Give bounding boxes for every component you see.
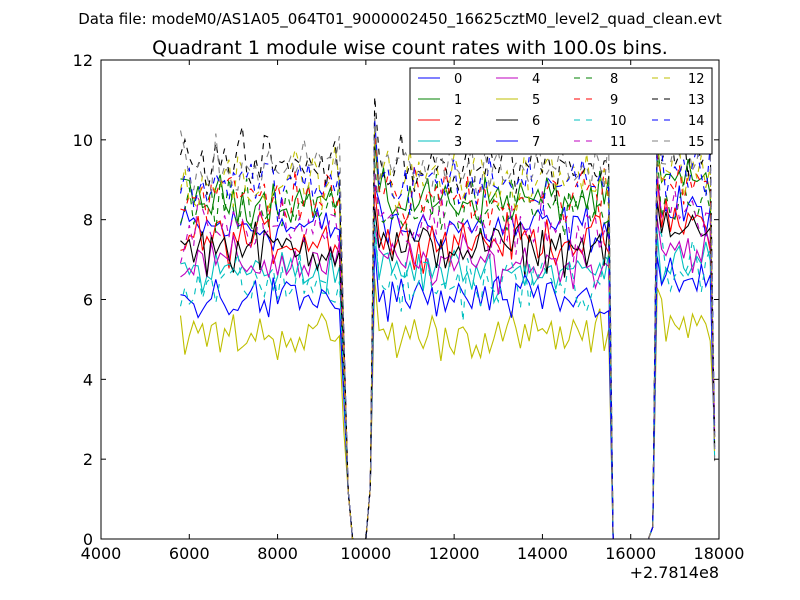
legend-label-4: 4	[532, 72, 540, 87]
y-tick-label: 6	[83, 291, 93, 310]
series-line-12	[179, 118, 716, 539]
y-tick-label: 10	[73, 131, 93, 150]
legend-label-7: 7	[532, 135, 540, 150]
y-tick-label: 12	[73, 51, 93, 70]
legend-label-6: 6	[532, 114, 540, 129]
x-offset-label: +2.7814e8	[630, 563, 719, 582]
x-tick-label: 4000	[81, 544, 122, 563]
legend-label-8: 8	[610, 72, 618, 87]
y-tick-label: 0	[83, 530, 93, 549]
x-tick-label: 8000	[257, 544, 298, 563]
series-layer	[179, 96, 716, 539]
series-line-4	[180, 218, 716, 539]
series-line-7	[180, 245, 716, 539]
legend-label-10: 10	[610, 114, 627, 129]
series-line-13	[179, 96, 716, 539]
series-line-14	[179, 120, 716, 539]
series-line-2	[180, 176, 716, 539]
legend-label-3: 3	[454, 135, 462, 150]
x-tick-label: 10000	[340, 544, 391, 563]
legend-label-11: 11	[610, 135, 627, 150]
series-line-8	[179, 151, 716, 539]
tick-layer: 4000 6000 8000 10000 12000 14000 16000 18000 0 2 4…	[73, 51, 745, 563]
legend-label-13: 13	[688, 93, 705, 108]
x-tick-label: 6000	[169, 544, 210, 563]
legend-label-14: 14	[688, 114, 705, 129]
series-line-0	[179, 177, 716, 539]
y-tick-label: 2	[83, 450, 93, 469]
legend-label-5: 5	[532, 93, 540, 108]
x-tick-label: 14000	[517, 544, 568, 563]
legend-label-12: 12	[688, 72, 705, 87]
legend-label-9: 9	[610, 93, 618, 108]
x-tick-label: 18000	[694, 544, 745, 563]
x-tick-label: 16000	[605, 544, 656, 563]
figure-suptitle: Data file: modeM0/AS1A05_064T01_90000024…	[78, 10, 722, 29]
chart-title: Quadrant 1 module wise count rates with …	[152, 37, 668, 59]
series-line-15	[179, 116, 716, 539]
legend-label-15: 15	[688, 135, 705, 150]
legend-label-1: 1	[454, 93, 462, 108]
series-line-5	[179, 278, 716, 539]
series-line-9	[180, 131, 716, 539]
legend-box	[409, 67, 713, 155]
y-tick-label: 8	[83, 211, 93, 230]
series-line-10	[179, 219, 716, 539]
series-line-3	[180, 230, 716, 539]
legend-label-0: 0	[454, 72, 462, 87]
y-tick-label: 4	[83, 370, 93, 389]
legend-label-2: 2	[454, 114, 462, 129]
x-tick-label: 12000	[429, 544, 480, 563]
series-line-11	[179, 173, 716, 539]
